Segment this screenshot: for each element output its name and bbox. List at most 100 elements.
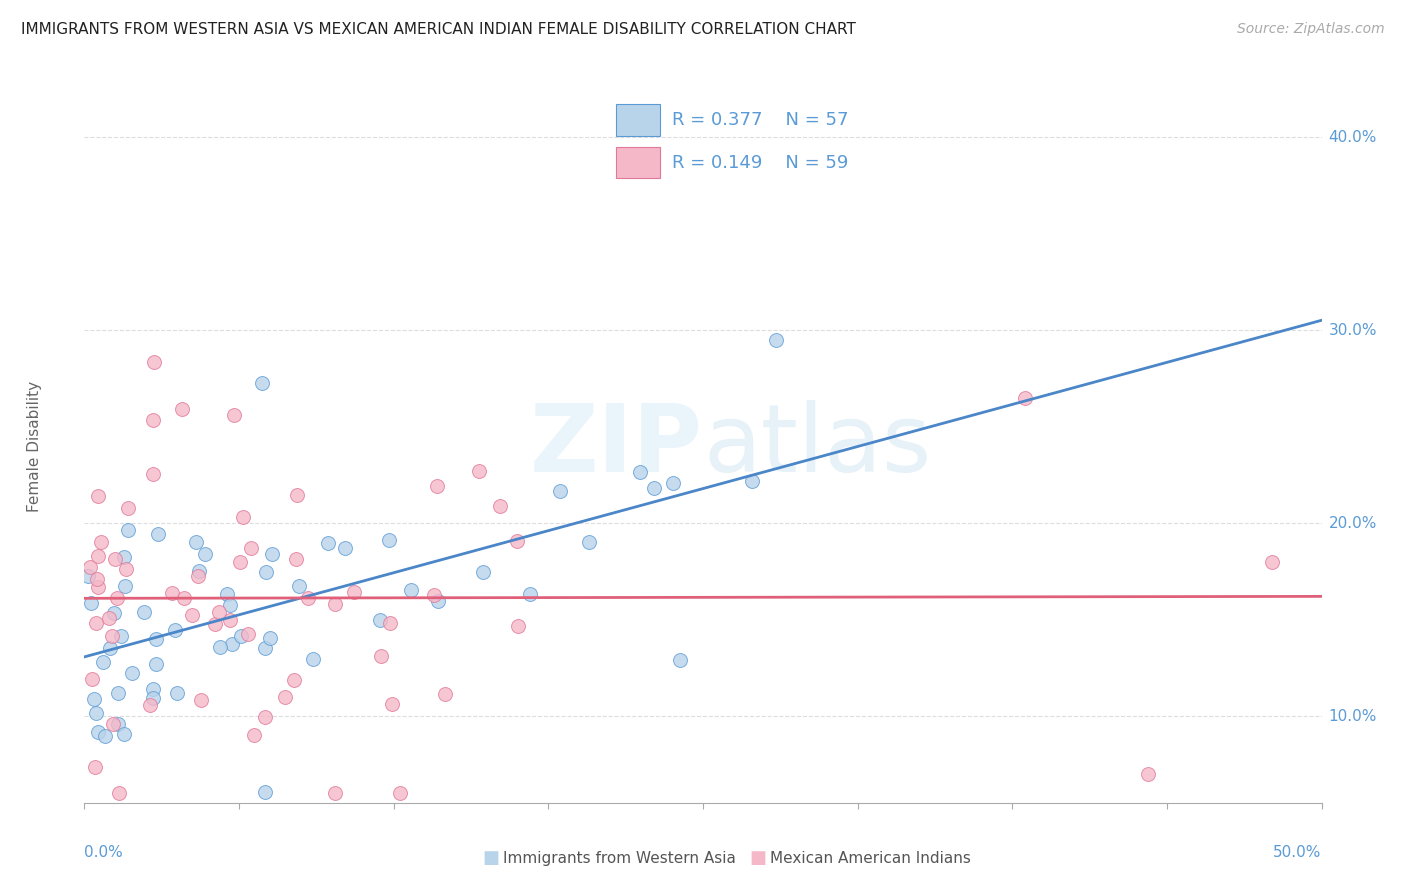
Point — [86, 725, 108, 739]
Point — [389, 786, 412, 800]
Point — [254, 565, 277, 579]
Point — [316, 535, 339, 549]
Point — [643, 481, 665, 495]
Point — [243, 728, 266, 742]
Point — [343, 585, 366, 599]
Point — [669, 653, 692, 667]
Text: IMMIGRANTS FROM WESTERN ASIA VS MEXICAN AMERICAN INDIAN FEMALE DISABILITY CORREL: IMMIGRANTS FROM WESTERN ASIA VS MEXICAN … — [21, 22, 856, 37]
Point — [186, 534, 208, 549]
Point — [283, 673, 305, 687]
Point — [254, 641, 277, 656]
FancyBboxPatch shape — [616, 104, 659, 136]
Point — [548, 484, 571, 499]
Point — [105, 591, 128, 605]
Point — [426, 479, 449, 493]
Point — [98, 641, 121, 656]
Point — [173, 591, 195, 606]
Point — [229, 555, 252, 569]
Point — [84, 616, 107, 631]
Point — [141, 681, 163, 696]
Point — [628, 465, 651, 479]
Point — [260, 547, 283, 561]
Point — [287, 488, 309, 502]
Point — [132, 605, 155, 619]
Point — [107, 685, 129, 699]
Point — [163, 623, 186, 637]
Point — [519, 587, 541, 601]
Point — [114, 550, 136, 565]
Point — [93, 729, 115, 743]
Point — [253, 710, 276, 724]
Point — [172, 402, 194, 417]
Point — [259, 632, 281, 646]
Point — [471, 565, 494, 579]
Point — [208, 605, 231, 619]
Point — [98, 611, 121, 625]
Point — [83, 759, 105, 773]
Point — [107, 786, 129, 800]
FancyBboxPatch shape — [616, 147, 659, 178]
Text: Source: ZipAtlas.com: Source: ZipAtlas.com — [1237, 22, 1385, 37]
Point — [284, 552, 307, 566]
Point — [765, 333, 787, 347]
Point — [204, 616, 226, 631]
Text: ZIP: ZIP — [530, 400, 703, 492]
Point — [145, 632, 167, 647]
Point — [80, 595, 103, 609]
Text: 20.0%: 20.0% — [1329, 516, 1376, 531]
Point — [107, 717, 129, 731]
Point — [274, 690, 297, 704]
Point — [222, 408, 245, 422]
Text: R = 0.149    N = 59: R = 0.149 N = 59 — [672, 154, 848, 172]
Point — [87, 549, 110, 563]
Point — [139, 698, 162, 713]
Point — [219, 613, 242, 627]
Point — [83, 691, 105, 706]
Text: ■: ■ — [482, 849, 499, 867]
Point — [142, 467, 165, 481]
Point — [232, 509, 254, 524]
Point — [370, 648, 392, 663]
Point — [221, 637, 243, 651]
Point — [110, 629, 132, 643]
Point — [506, 534, 529, 549]
Point — [112, 727, 135, 741]
Text: Immigrants from Western Asia: Immigrants from Western Asia — [503, 851, 737, 865]
Point — [166, 686, 188, 700]
Point — [145, 657, 167, 671]
Point — [433, 687, 456, 701]
Point — [468, 464, 491, 478]
Point — [101, 717, 124, 731]
Point — [90, 535, 112, 549]
Text: 40.0%: 40.0% — [1329, 130, 1376, 145]
Text: ■: ■ — [749, 849, 766, 867]
Point — [86, 572, 108, 586]
Point — [87, 580, 110, 594]
Point — [148, 527, 170, 541]
Point — [229, 629, 252, 643]
Point — [117, 500, 139, 515]
Point — [323, 597, 346, 611]
Text: Mexican American Indians: Mexican American Indians — [770, 851, 972, 865]
Point — [297, 591, 319, 605]
Point — [401, 582, 423, 597]
Point — [160, 586, 183, 600]
Point — [217, 587, 239, 601]
Point — [114, 579, 136, 593]
Point — [253, 785, 276, 799]
Point — [250, 376, 273, 391]
Point — [87, 489, 110, 503]
Point — [121, 666, 143, 681]
Point — [427, 594, 450, 608]
Point — [423, 588, 446, 602]
Point — [143, 354, 166, 368]
Point — [117, 523, 139, 537]
Text: Female Disability: Female Disability — [27, 380, 42, 512]
Point — [115, 562, 138, 576]
Point — [662, 475, 685, 490]
Text: 0.0%: 0.0% — [84, 846, 124, 860]
Point — [380, 615, 402, 630]
Point — [101, 629, 124, 643]
Point — [506, 618, 529, 632]
Point — [1261, 555, 1284, 569]
